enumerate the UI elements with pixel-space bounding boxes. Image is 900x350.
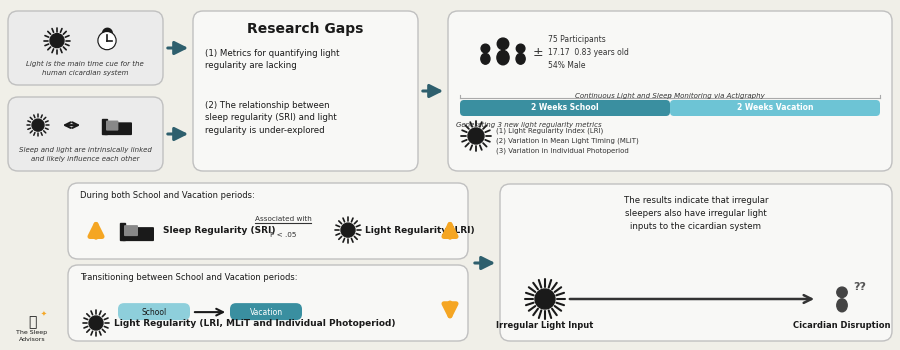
FancyBboxPatch shape	[104, 122, 132, 135]
Circle shape	[535, 289, 555, 309]
Text: Light is the main time cue for the
human cicardian system: Light is the main time cue for the human…	[26, 61, 144, 76]
Text: Research Gaps: Research Gaps	[247, 22, 364, 36]
Text: (2) The relationship between
sleep regularity (SRI) and light
regularity is unde: (2) The relationship between sleep regul…	[205, 101, 337, 135]
Text: Transitioning between School and Vacation periods:: Transitioning between School and Vacatio…	[80, 273, 298, 282]
Text: Light Regularity (LRI, MLiT and Individual Photoperiod): Light Regularity (LRI, MLiT and Individu…	[114, 318, 395, 328]
Text: Associated with: Associated with	[255, 216, 311, 222]
Ellipse shape	[837, 299, 847, 312]
Text: ??: ??	[853, 282, 867, 292]
Circle shape	[517, 44, 525, 53]
FancyBboxPatch shape	[106, 120, 119, 131]
Text: During both School and Vacation periods:: During both School and Vacation periods:	[80, 191, 255, 200]
Ellipse shape	[497, 50, 509, 65]
Circle shape	[468, 128, 484, 144]
Text: Light Regularity (LRI): Light Regularity (LRI)	[365, 226, 474, 234]
FancyBboxPatch shape	[68, 265, 468, 341]
Text: Sleep Regularity (SRI): Sleep Regularity (SRI)	[163, 226, 275, 234]
FancyBboxPatch shape	[193, 11, 418, 171]
Text: The Sleep
Advisors: The Sleep Advisors	[16, 330, 48, 342]
Bar	[102, 119, 107, 134]
Circle shape	[341, 223, 355, 237]
Text: (1) Light Regularity Index (LRI)
(2) Variation in Mean Light Timing (MLiT)
(3) V: (1) Light Regularity Index (LRI) (2) Var…	[496, 128, 639, 154]
Text: 75 Participants
17.17  0.83 years old
54% Male: 75 Participants 17.17 0.83 years old 54%…	[548, 35, 629, 70]
Circle shape	[98, 32, 116, 50]
Circle shape	[99, 33, 115, 48]
Text: P < .05: P < .05	[270, 232, 296, 238]
Text: 2 Weeks Vacation: 2 Weeks Vacation	[737, 104, 814, 112]
Bar	[120, 223, 125, 240]
Ellipse shape	[481, 54, 490, 64]
Text: Vacation: Vacation	[249, 308, 283, 317]
Text: (1) Metrics for quantifying light
regularity are lacking: (1) Metrics for quantifying light regula…	[205, 49, 339, 70]
FancyBboxPatch shape	[68, 183, 468, 259]
Ellipse shape	[516, 54, 526, 64]
FancyBboxPatch shape	[670, 100, 880, 116]
Text: Continuous Light and Sleep Monitoring via Actigraphy: Continuous Light and Sleep Monitoring vi…	[575, 93, 765, 99]
FancyBboxPatch shape	[118, 303, 190, 320]
FancyBboxPatch shape	[230, 303, 302, 320]
FancyBboxPatch shape	[124, 225, 138, 236]
Text: School: School	[141, 308, 166, 317]
FancyBboxPatch shape	[8, 11, 163, 85]
FancyBboxPatch shape	[460, 100, 670, 116]
Circle shape	[837, 287, 847, 298]
FancyBboxPatch shape	[448, 11, 892, 171]
Text: ±: ±	[533, 47, 544, 60]
Text: The results indicate that irregular
sleepers also have irregular light
inputs to: The results indicate that irregular slee…	[624, 196, 769, 231]
Text: ✦: ✦	[41, 311, 47, 317]
Circle shape	[497, 38, 508, 50]
Text: Sleep and light are intrinsically linked
and likely influence each other: Sleep and light are intrinsically linked…	[19, 147, 151, 162]
Circle shape	[32, 119, 44, 131]
Circle shape	[482, 44, 490, 53]
Circle shape	[89, 316, 103, 330]
Text: Irregular Light Input: Irregular Light Input	[496, 321, 594, 329]
Text: Generating 3 new light regularity metrics: Generating 3 new light regularity metric…	[456, 122, 601, 128]
FancyBboxPatch shape	[500, 184, 892, 341]
Text: Cicardian Disruption: Cicardian Disruption	[793, 321, 891, 329]
Text: ●: ●	[101, 25, 113, 40]
Text: 2 Weeks School: 2 Weeks School	[531, 104, 598, 112]
FancyBboxPatch shape	[8, 97, 163, 171]
Text: 🌙: 🌙	[28, 315, 36, 329]
FancyBboxPatch shape	[122, 227, 154, 241]
Circle shape	[50, 34, 64, 48]
